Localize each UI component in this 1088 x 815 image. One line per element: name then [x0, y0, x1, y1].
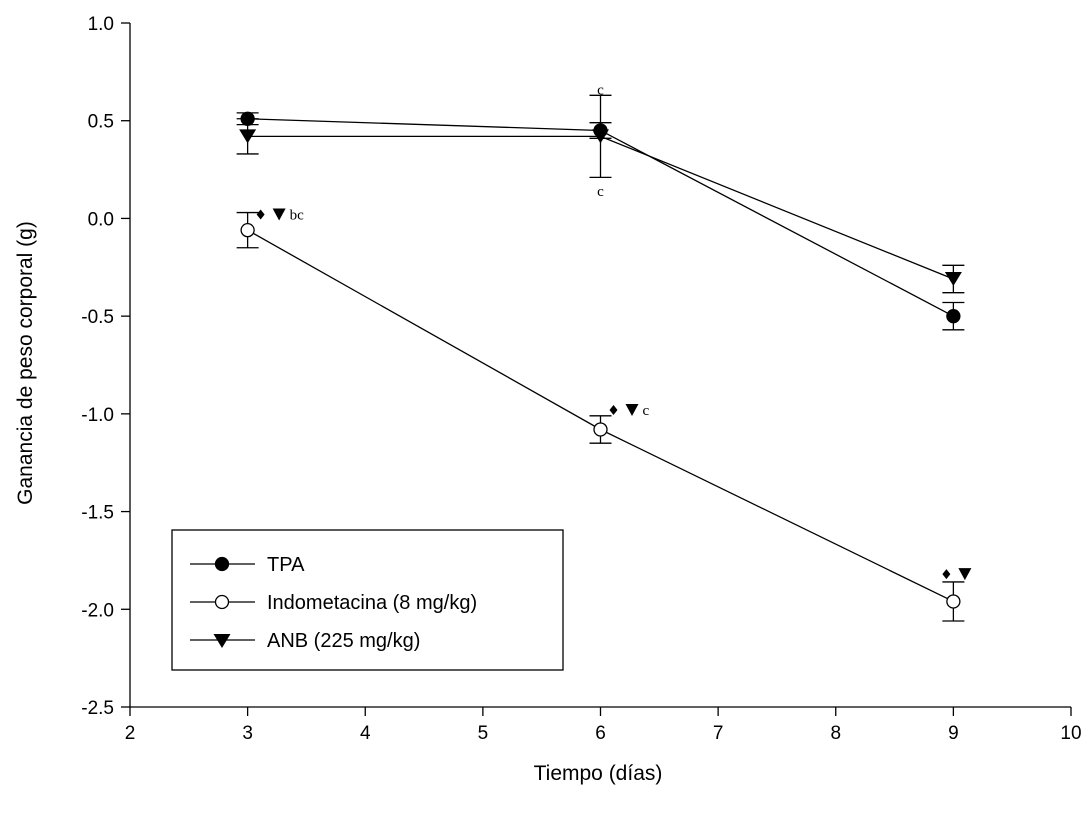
data-point-indometacina: [947, 595, 960, 608]
x-tick-label: 6: [595, 723, 606, 744]
legend-label-tpa: TPA: [267, 554, 305, 576]
x-tick-label: 9: [948, 723, 959, 744]
y-tick-label: -1.5: [81, 503, 114, 524]
y-tick-label: 0.5: [88, 112, 114, 133]
annotation-letter: c: [643, 403, 650, 419]
legend-label-indometacina: Indometacina (8 mg/kg): [267, 592, 477, 614]
significance-annotation: c: [597, 184, 604, 200]
triangle-symbol: [958, 568, 971, 580]
y-tick-label: -1.0: [81, 405, 114, 426]
significance-annotation: c: [597, 82, 604, 98]
x-tick-label: 4: [360, 723, 371, 744]
y-tick-label: -2.0: [81, 600, 114, 621]
diamond-symbol: [942, 569, 950, 579]
data-point-indometacina: [241, 224, 254, 237]
legend-marker-indometacina: [216, 596, 229, 609]
y-axis-title: Ganancia de peso corporal (g): [14, 221, 37, 505]
significance-annotation: [942, 568, 971, 580]
y-tick-label: -2.5: [81, 698, 114, 719]
annotation-letter: c: [597, 184, 604, 200]
significance-annotation: bc: [257, 208, 305, 224]
x-axis-title: Tiempo (días): [534, 762, 663, 785]
data-point-indometacina: [594, 423, 607, 436]
annotation-letter: bc: [290, 208, 305, 224]
data-point-tpa: [947, 310, 960, 323]
significance-annotation: c: [610, 403, 650, 419]
y-tick-label: 0.0: [88, 209, 114, 230]
diamond-symbol: [610, 405, 618, 415]
triangle-symbol: [273, 209, 286, 221]
x-tick-label: 10: [1060, 723, 1081, 744]
annotation-layer: bc c c c: [257, 82, 972, 580]
x-tick-label: 5: [478, 723, 489, 744]
annotation-letter: c: [597, 82, 604, 98]
x-tick-label: 3: [242, 723, 253, 744]
legend-label-anb: ANB (225 mg/kg): [267, 630, 420, 652]
legend: TPA Indometacina (8 mg/kg) ANB (225 mg/k…: [172, 530, 563, 670]
x-tick-label: 2: [125, 723, 136, 744]
x-tick-label: 8: [830, 723, 841, 744]
triangle-symbol: [626, 404, 639, 416]
y-tick-label: 1.0: [88, 14, 114, 35]
data-point-anb: [945, 272, 962, 286]
x-tick-label: 7: [713, 723, 724, 744]
y-tick-label: -0.5: [81, 307, 114, 328]
diamond-symbol: [257, 210, 265, 220]
legend-marker-tpa: [216, 558, 229, 571]
